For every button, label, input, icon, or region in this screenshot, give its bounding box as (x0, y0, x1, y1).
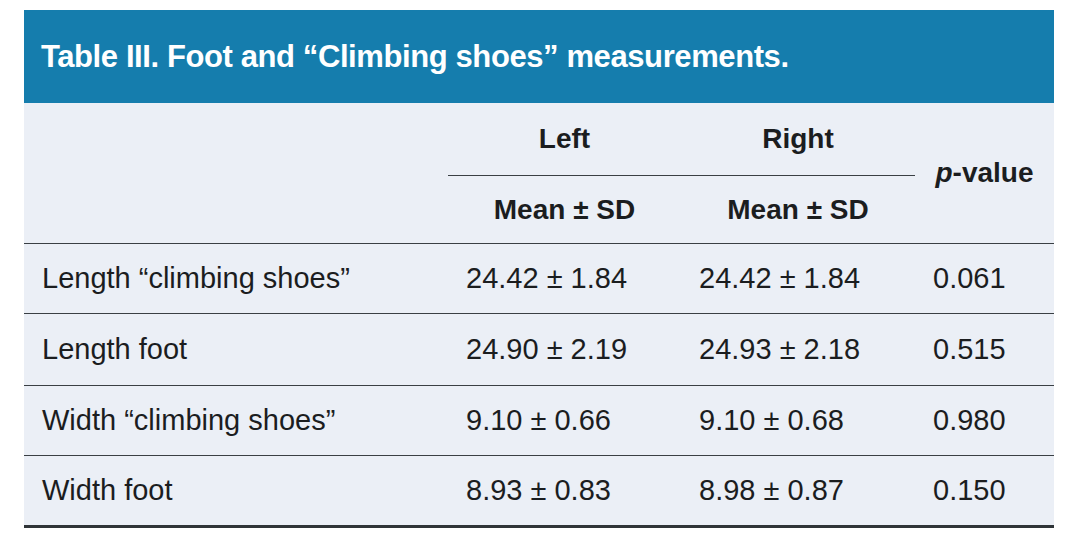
column-header-pvalue: p-value (915, 103, 1054, 243)
header-corner-cell (24, 103, 448, 176)
cell-left-value: 24.90 ± 2.19 (448, 313, 681, 385)
pvalue-italic-p: p (935, 157, 952, 189)
table-figure: Table III. Foot and “Climbing shoes” mea… (0, 0, 1084, 557)
subheader-left-mean-sd: Mean ± SD (448, 176, 681, 243)
row-label: Length “climbing shoes” (24, 243, 448, 313)
cell-right-value: 8.98 ± 0.87 (681, 455, 915, 525)
cell-p-value: 0.061 (915, 243, 1054, 313)
header-corner-cell-2 (24, 176, 448, 243)
cell-p-value: 0.515 (915, 313, 1054, 385)
cell-p-value: 0.980 (915, 385, 1054, 455)
column-group-left: Left (448, 103, 681, 176)
pvalue-suffix: -value (953, 157, 1034, 189)
row-label: Width “climbing shoes” (24, 385, 448, 455)
cell-left-value: 24.42 ± 1.84 (448, 243, 681, 313)
cell-p-value: 0.150 (915, 455, 1054, 525)
row-label: Width foot (24, 455, 448, 525)
subheader-right-mean-sd: Mean ± SD (681, 176, 915, 243)
cell-left-value: 8.93 ± 0.83 (448, 455, 681, 525)
table-title-bar: Table III. Foot and “Climbing shoes” mea… (24, 10, 1054, 103)
column-group-right: Right (681, 103, 915, 176)
row-label: Length foot (24, 313, 448, 385)
cell-right-value: 24.93 ± 2.18 (681, 313, 915, 385)
measurements-table: Left Right p-value Mean ± SD Mean ± SD L… (24, 103, 1054, 528)
cell-right-value: 24.42 ± 1.84 (681, 243, 915, 313)
cell-left-value: 9.10 ± 0.66 (448, 385, 681, 455)
table-title: Table III. Foot and “Climbing shoes” mea… (41, 39, 789, 75)
cell-right-value: 9.10 ± 0.68 (681, 385, 915, 455)
